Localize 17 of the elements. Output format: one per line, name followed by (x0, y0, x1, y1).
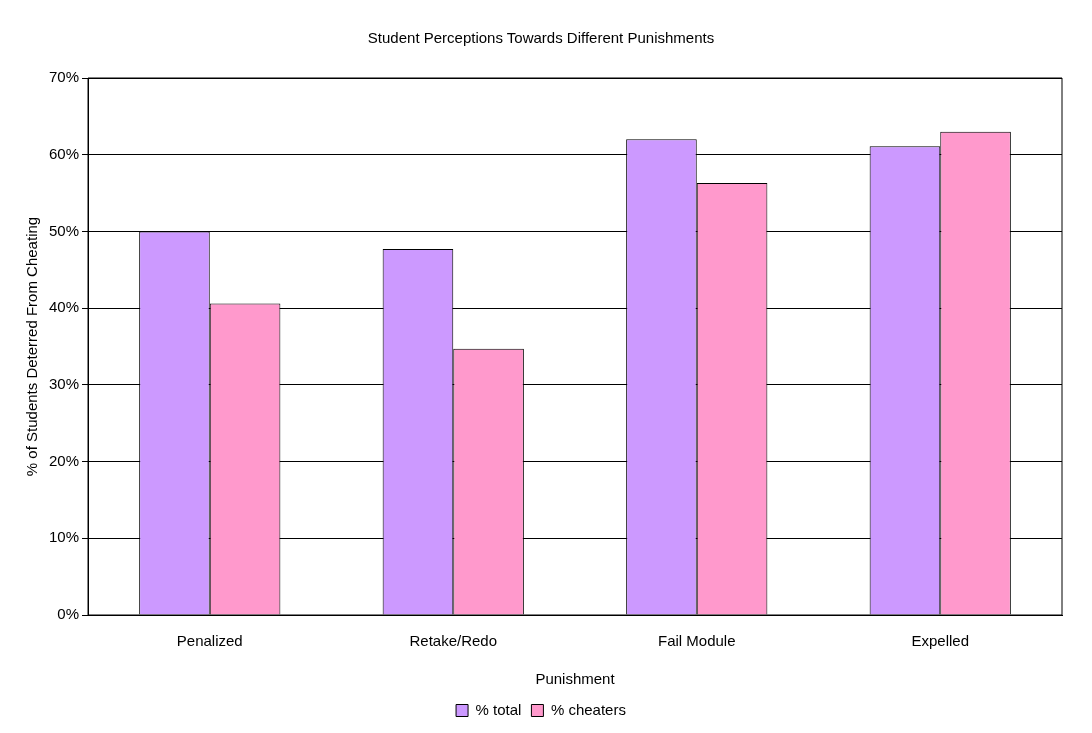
y-tick-label: 0% (57, 605, 80, 623)
x-tick-label: Retake/Redo (409, 632, 498, 650)
x-tick-label: Fail Module (657, 632, 736, 650)
x-tick-label: Expelled (911, 632, 970, 650)
y-axis-title: % of Students Deterred From Cheating (23, 216, 41, 477)
y-tick-label: 70% (48, 68, 80, 86)
legend-label: % cheaters (550, 700, 626, 718)
legend-label: % total (475, 700, 522, 718)
x-axis-title: Punishment (535, 670, 616, 688)
y-tick-label: 20% (48, 451, 80, 469)
y-tick-label: 40% (48, 298, 80, 316)
y-tick-label: 30% (48, 375, 80, 392)
y-tick-label: 50% (48, 221, 80, 239)
y-tick-label: 60% (48, 144, 80, 162)
chart-title: Student Perceptions Towards Different Punishments (367, 29, 715, 47)
x-tick-label: Penalized (176, 632, 243, 650)
y-tick-label: 10% (48, 528, 80, 546)
